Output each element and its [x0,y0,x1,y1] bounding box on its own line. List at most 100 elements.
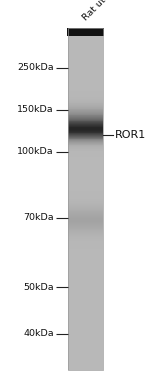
Bar [68,132,103,133]
Bar [68,91,103,92]
Bar [68,266,103,267]
Bar [68,118,103,119]
Bar [68,258,103,259]
Bar [68,328,103,329]
Bar [68,48,103,50]
Bar [68,215,103,216]
Bar [68,183,103,184]
Bar [68,320,103,321]
Bar [68,180,103,181]
Bar [68,238,103,239]
Bar [68,220,103,221]
Bar [68,227,103,228]
Bar [68,98,103,99]
Bar [68,271,103,272]
Bar [68,32,103,33]
Bar [68,332,103,333]
Bar [68,257,103,258]
Bar [68,38,103,39]
Bar [68,218,103,219]
Bar [68,60,103,62]
Bar [68,315,103,316]
Bar [68,294,103,296]
Bar [68,321,103,322]
Bar [68,327,103,328]
Bar [68,168,103,169]
Bar [68,129,103,130]
Bar [68,52,103,53]
Bar [68,157,103,158]
Bar [68,108,103,109]
Bar [68,120,103,121]
Bar [68,177,103,178]
Bar [68,160,103,161]
Bar [68,243,103,244]
Bar [68,99,103,100]
Bar [68,100,103,101]
Bar [68,326,103,327]
Bar [68,291,103,292]
Bar [68,213,103,214]
Bar [68,264,103,265]
Bar [68,285,103,286]
Bar [68,137,103,138]
Bar [68,28,103,370]
Bar [68,28,103,370]
Bar [68,340,103,341]
Bar [68,224,103,225]
Bar [68,336,103,338]
Bar [68,329,103,330]
Bar [68,190,103,191]
Bar [68,41,103,42]
Bar [68,153,103,154]
Bar [68,219,103,220]
Bar [68,84,103,85]
Bar [68,259,103,260]
Bar [68,116,103,117]
Bar [68,173,103,174]
Bar [68,121,103,122]
Bar [68,255,103,256]
Bar [68,104,103,105]
Bar [68,346,103,347]
Bar [68,31,103,32]
Bar [68,165,103,166]
Bar [68,360,103,361]
Bar [68,176,103,177]
Bar [68,262,103,263]
Bar [68,245,103,246]
Bar [68,111,103,112]
Bar [68,362,103,363]
Bar [68,172,103,173]
Text: 50kDa: 50kDa [23,282,54,291]
Bar [68,330,103,331]
Bar [68,197,103,198]
Bar [68,206,103,207]
Bar [68,88,103,89]
Bar [68,358,103,359]
Text: ROR1: ROR1 [115,130,146,140]
Bar [68,274,103,275]
Bar [68,139,103,140]
Bar [68,231,103,232]
Bar [68,63,103,64]
Bar [68,342,103,344]
Bar [68,355,103,356]
Bar [68,325,103,326]
Bar [68,102,103,104]
Bar [68,90,103,91]
Bar [68,164,103,165]
Text: 250kDa: 250kDa [17,64,54,73]
Bar [68,140,103,141]
Bar [68,252,103,253]
Text: 150kDa: 150kDa [17,105,54,115]
Bar [68,149,103,150]
Bar [68,59,103,60]
Bar [68,201,103,202]
Bar [68,54,103,56]
Bar [68,80,103,81]
Bar [68,357,103,358]
Bar [68,280,103,281]
Bar [68,354,103,355]
Bar [68,92,103,93]
